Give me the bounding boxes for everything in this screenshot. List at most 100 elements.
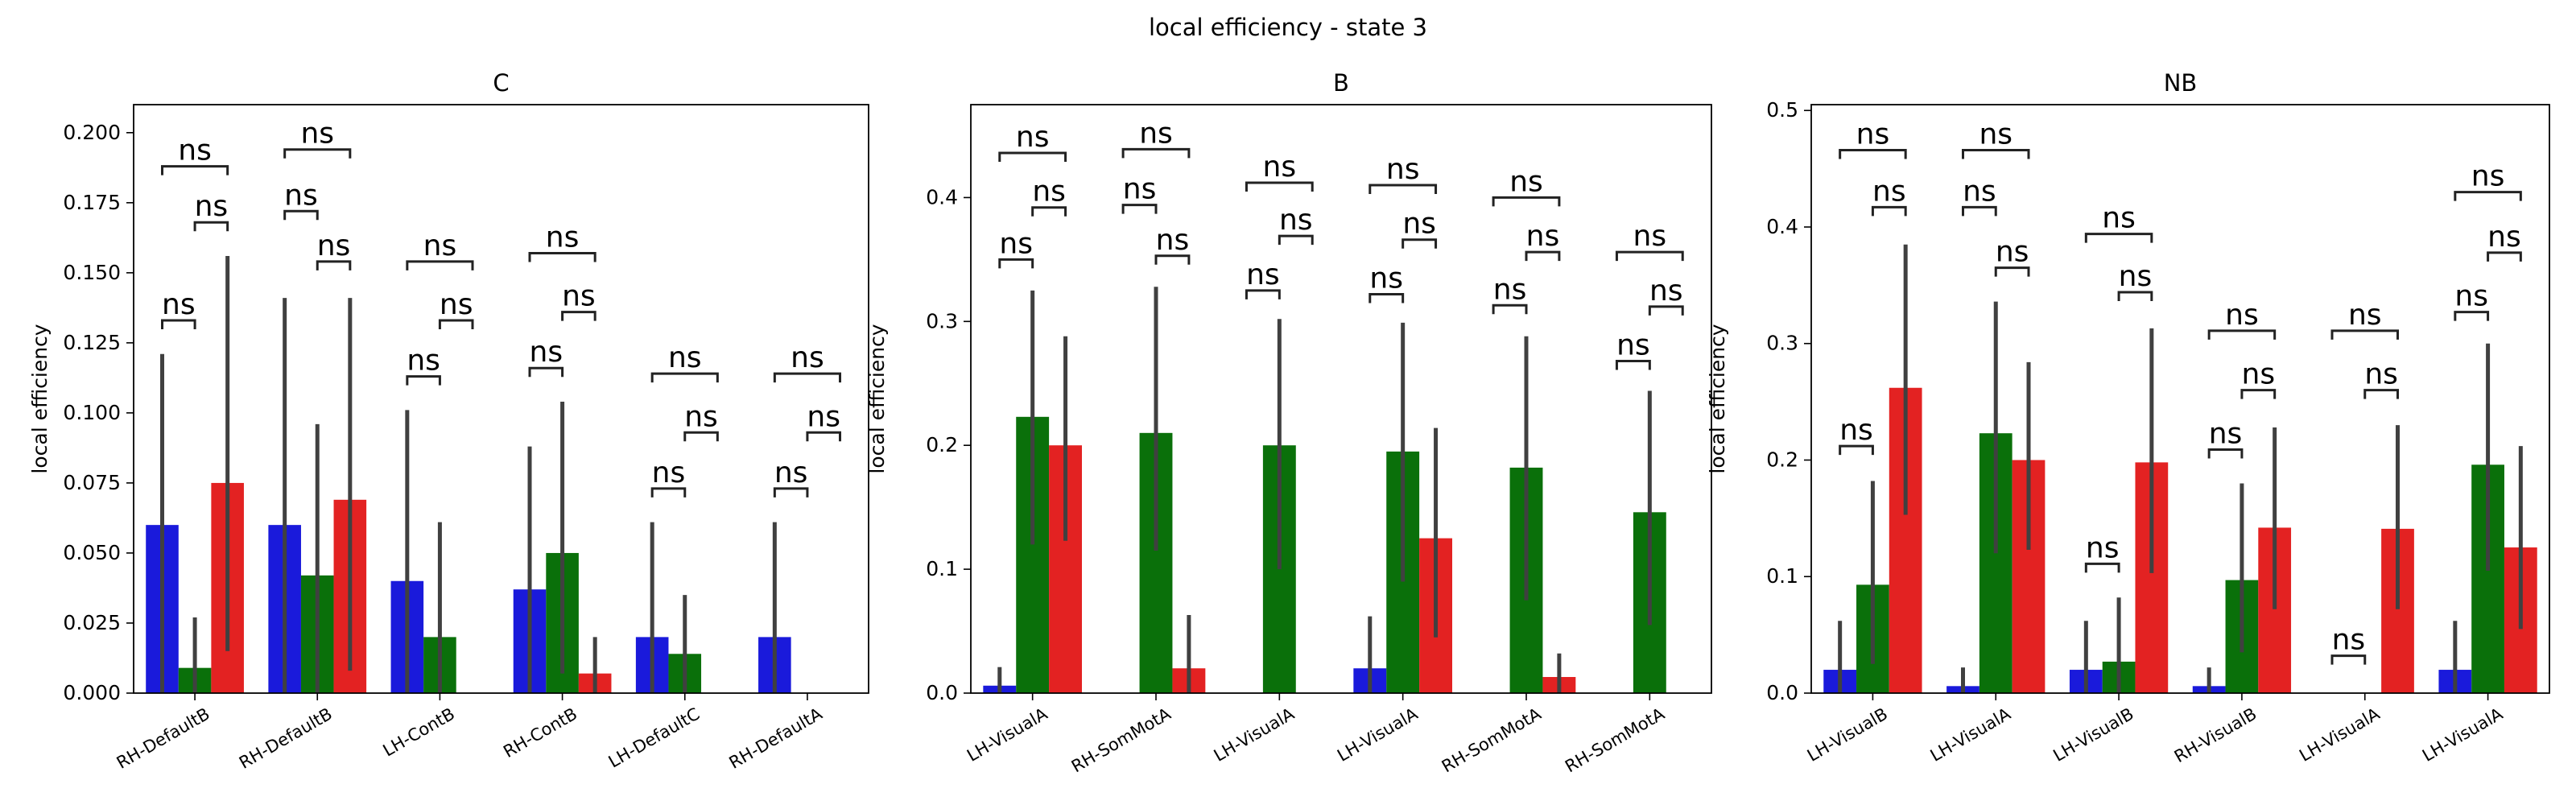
significance-bracket xyxy=(193,221,229,232)
significance-label: ns xyxy=(1996,236,2029,269)
y-tick-label: 0.0 xyxy=(926,681,958,704)
significance-bracket xyxy=(561,311,597,321)
significance-label: ns xyxy=(2348,299,2382,332)
y-axis-label: local efficiency xyxy=(865,324,889,473)
significance-bracket xyxy=(1615,250,1684,262)
x-tick-label: LH-VisualA xyxy=(1211,704,1298,766)
y-tick-label: 0.200 xyxy=(63,121,121,144)
significance-bracket xyxy=(1245,181,1314,192)
plot-frame xyxy=(133,104,869,694)
significance-bracket xyxy=(773,372,841,383)
significance-label: ns xyxy=(2332,624,2366,657)
significance-bracket xyxy=(406,375,441,386)
y-tick-label: 0.1 xyxy=(1766,564,1798,588)
y-tick-label: 0.2 xyxy=(1766,448,1798,471)
significance-label: ns xyxy=(807,400,840,433)
significance-bracket xyxy=(1154,254,1191,265)
significance-label: ns xyxy=(791,341,824,374)
significance-bracket xyxy=(1368,292,1405,303)
significance-label: ns xyxy=(530,336,564,369)
significance-bracket xyxy=(1615,360,1651,370)
significance-label: ns xyxy=(652,456,686,489)
significance-bracket xyxy=(406,260,474,270)
significance-bracket xyxy=(1961,148,2030,159)
significance-bracket xyxy=(283,209,319,221)
y-tick-label: 0.125 xyxy=(63,331,121,354)
x-tick-label: RH-DefaultB xyxy=(114,704,213,773)
x-tick-label: LH-VisualB xyxy=(2050,704,2137,766)
significance-label: ns xyxy=(1616,329,1650,362)
x-tick-label: RH-SomMotA xyxy=(1068,704,1174,776)
x-tick-label: RH-ContB xyxy=(500,704,580,762)
significance-bracket xyxy=(998,258,1034,269)
significance-bracket xyxy=(998,151,1067,163)
significance-label: ns xyxy=(1279,204,1313,237)
x-tick-label: RH-SomMotA xyxy=(1562,704,1668,776)
figure-suptitle: local efficiency - state 3 xyxy=(1149,14,1427,41)
significance-label: ns xyxy=(1963,175,1996,208)
significance-label: ns xyxy=(2102,202,2136,235)
significance-bracket xyxy=(1245,289,1281,299)
significance-label: ns xyxy=(668,341,702,374)
significance-label: ns xyxy=(684,400,718,433)
significance-label: ns xyxy=(1032,175,1066,208)
y-axis-label: local efficiency xyxy=(28,324,52,473)
y-tick-label: 0.175 xyxy=(63,191,121,214)
significance-label: ns xyxy=(2209,417,2243,450)
significance-bracket xyxy=(161,319,196,330)
x-tick-label: LH-VisualA xyxy=(1334,704,1422,766)
significance-bracket xyxy=(2207,448,2244,459)
y-tick-label: 0.1 xyxy=(926,557,958,580)
significance-bracket xyxy=(2487,251,2522,262)
significance-bracket xyxy=(2084,562,2120,573)
x-tick-label: RH-DefaultA xyxy=(726,704,826,773)
y-tick-label: 0.100 xyxy=(63,401,121,424)
plot-frame xyxy=(1810,104,2550,694)
significance-label: ns xyxy=(1123,173,1157,206)
y-tick-label: 0.000 xyxy=(63,681,121,704)
significance-label: ns xyxy=(284,179,318,212)
significance-bracket xyxy=(650,372,719,383)
y-tick-label: 0.050 xyxy=(63,541,121,564)
x-tick-label: LH-VisualA xyxy=(2419,704,2507,766)
significance-bracket xyxy=(1402,238,1438,249)
significance-label: ns xyxy=(1402,208,1436,241)
significance-bracket xyxy=(528,251,597,262)
significance-label: ns xyxy=(1246,258,1280,291)
significance-bracket xyxy=(2207,329,2277,340)
y-tick-label: 0.0 xyxy=(1766,681,1798,704)
significance-bracket xyxy=(283,148,352,159)
x-tick-label: LH-VisualB xyxy=(1804,704,1891,766)
significance-bracket xyxy=(2454,311,2490,321)
significance-bracket xyxy=(1525,250,1561,262)
significance-bracket xyxy=(1492,303,1528,315)
significance-label: ns xyxy=(1526,220,1560,253)
significance-bracket xyxy=(683,431,719,442)
significance-bracket xyxy=(316,260,352,270)
significance-label: ns xyxy=(1649,275,1683,308)
y-tick-label: 0.3 xyxy=(926,309,958,332)
y-axis-label: local efficiency xyxy=(1706,324,1729,473)
significance-bracket xyxy=(2240,389,2277,399)
significance-bracket xyxy=(1871,205,1907,217)
significance-label: ns xyxy=(1509,165,1543,198)
significance-label: ns xyxy=(1493,273,1527,306)
significance-bracket xyxy=(1121,204,1158,214)
significance-label: ns xyxy=(2454,280,2488,313)
significance-label: ns xyxy=(162,288,196,321)
significance-label: ns xyxy=(2242,358,2276,391)
significance-label: ns xyxy=(1856,118,1890,151)
significance-bracket xyxy=(2117,291,2153,302)
y-tick-label: 0.2 xyxy=(926,433,958,456)
significance-label: ns xyxy=(317,229,351,262)
significance-label: ns xyxy=(1016,121,1050,154)
significance-label: ns xyxy=(440,288,473,321)
significance-label: ns xyxy=(1633,220,1667,253)
x-tick-label: LH-VisualA xyxy=(2296,704,2384,766)
significance-bracket xyxy=(806,431,841,442)
significance-label: ns xyxy=(1839,414,1873,447)
plot-frame xyxy=(970,104,1712,694)
y-tick-label: 0.5 xyxy=(1766,98,1798,122)
